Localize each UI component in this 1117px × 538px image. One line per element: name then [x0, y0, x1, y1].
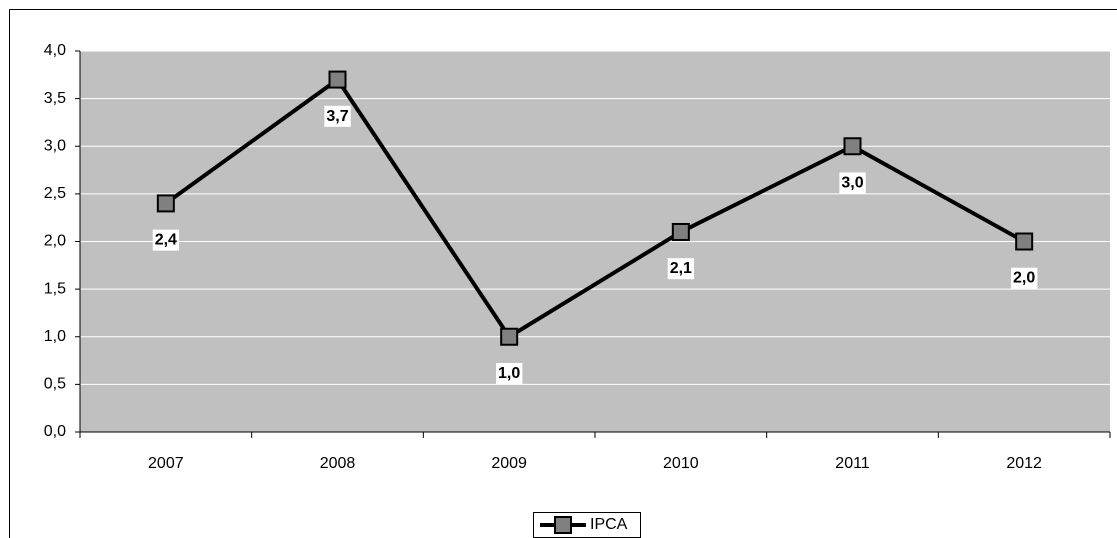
value-label: 3,0 [841, 174, 863, 191]
y-tick-label: 2,5 [44, 185, 66, 202]
legend-label: IPCA [590, 516, 628, 533]
value-label-bg [152, 229, 180, 251]
y-tick-label: 3,0 [44, 137, 66, 154]
point-marker [156, 194, 175, 213]
x-tick-label: 2012 [1006, 455, 1042, 472]
x-tick-label: 2011 [835, 455, 870, 472]
x-tick-label: 2008 [320, 455, 356, 472]
value-label-bg [324, 105, 351, 127]
value-label: 2,1 [670, 260, 692, 277]
point-marker [843, 137, 862, 156]
y-tick-label: 3,5 [44, 90, 66, 107]
value-label: 2,4 [155, 232, 177, 249]
value-label: 1,0 [498, 365, 520, 382]
legend-marker [554, 516, 572, 534]
y-tick-label: 0,0 [44, 423, 66, 440]
point-marker [1015, 232, 1034, 251]
y-tick-label: 1,0 [44, 328, 66, 345]
point-marker [500, 327, 519, 346]
y-tick-label: 1,5 [44, 280, 66, 297]
x-tick-label: 2009 [491, 455, 527, 472]
value-label-bg [496, 362, 523, 384]
x-tick-label: 2007 [148, 455, 184, 472]
value-label-bg [667, 258, 695, 280]
point-marker [328, 70, 347, 89]
y-tick-label: 2,0 [44, 233, 66, 250]
value-label-bg [1011, 267, 1038, 289]
value-label: 2,0 [1013, 270, 1035, 287]
value-label-bg [839, 172, 866, 194]
y-tick-label: 0,5 [44, 376, 66, 393]
value-label: 3,7 [326, 108, 348, 125]
series-line [164, 77, 1026, 339]
y-tick-label: 4,0 [44, 42, 66, 59]
x-tick-label: 2010 [663, 455, 699, 472]
point-marker [671, 222, 690, 241]
